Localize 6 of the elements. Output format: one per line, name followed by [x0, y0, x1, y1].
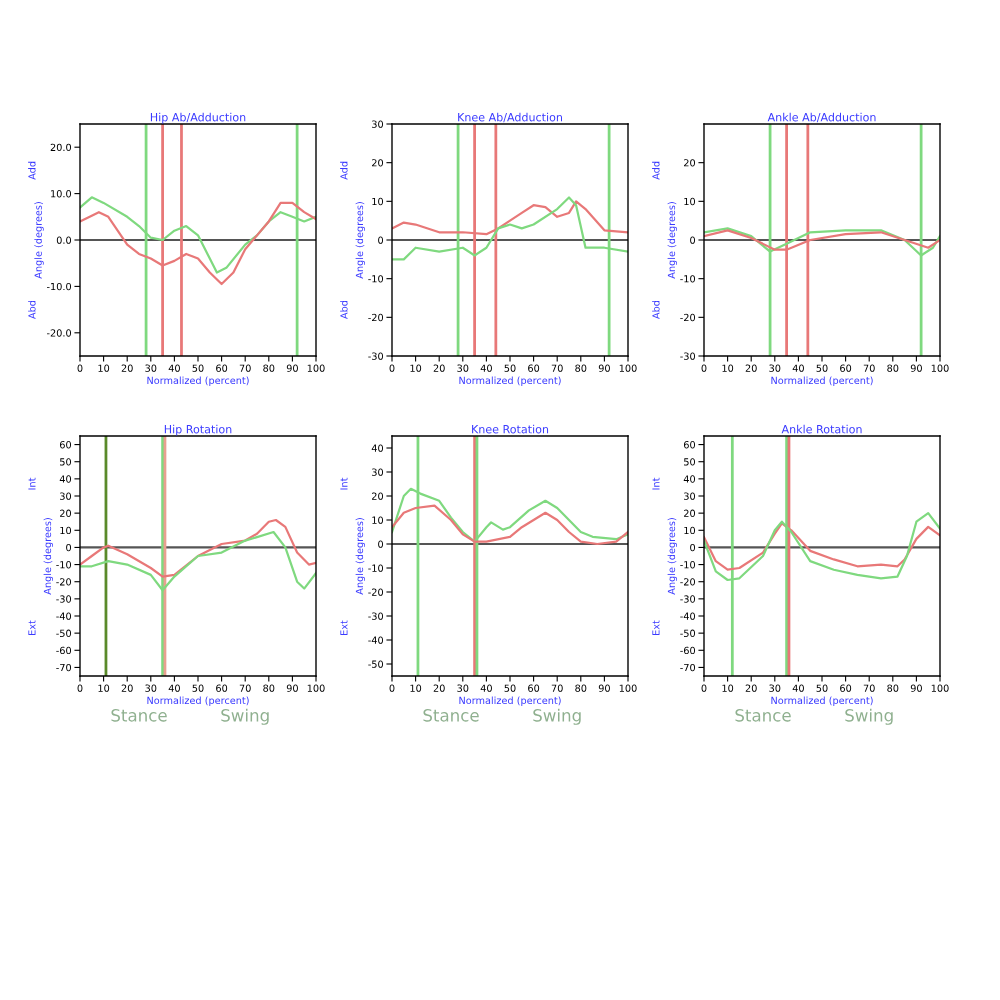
text: Stance: [735, 709, 791, 722]
text: Swing: [533, 708, 581, 725]
text: Stance: [111, 709, 167, 722]
text: Swing: [221, 708, 269, 725]
text: Stance: [423, 709, 479, 722]
text: Swing: [845, 708, 893, 725]
